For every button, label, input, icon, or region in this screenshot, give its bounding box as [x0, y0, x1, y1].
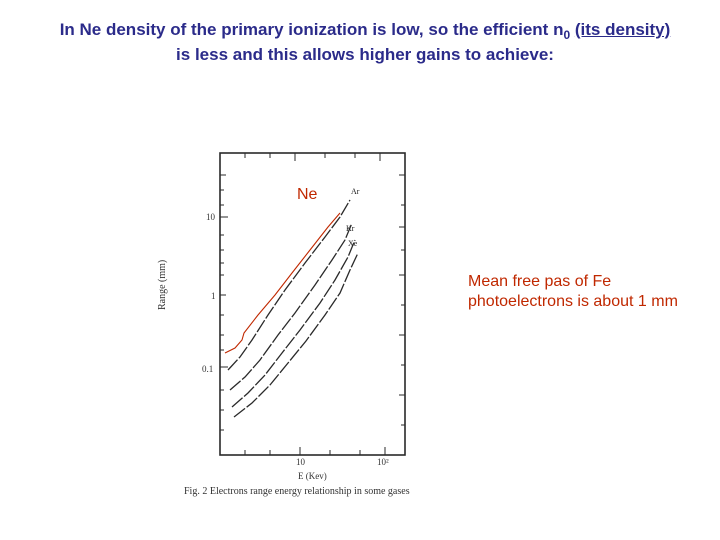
plot-frame: [219, 152, 406, 456]
range-energy-figure: Range (mm) 10 1 0.1 10 10² Ar Kr Xe E (K…: [157, 145, 450, 505]
title-underlined: (its density): [574, 20, 671, 39]
curve-4: [233, 252, 359, 418]
gas-label-ar: Ar: [351, 187, 360, 196]
title-line-1: In Ne density of the primary ionization …: [20, 18, 710, 43]
curve-ne: [224, 212, 341, 354]
y-tick-10: 10: [206, 212, 215, 222]
top-ticks: [244, 153, 381, 161]
y-axis-label: Range (mm): [157, 259, 168, 310]
gas-label-xe: Xe: [348, 239, 358, 248]
gas-label-kr: Kr: [346, 224, 355, 233]
title-line-2: is less and this allows higher gains to …: [176, 45, 554, 64]
x-tick-10: 10: [296, 457, 305, 467]
left-ticks: [220, 174, 228, 431]
subscript-zero: 0: [563, 28, 571, 42]
slide-title: In Ne density of the primary ionization …: [20, 18, 710, 66]
y-tick-0-1: 0.1: [202, 364, 214, 374]
mean-free-path-note: Mean free pas of Fe photoelectrons is ab…: [468, 273, 678, 310]
x-tick-100: 10²: [377, 457, 389, 467]
curve-ar: [227, 199, 351, 371]
y-tick-1: 1: [211, 291, 216, 301]
range-energy-plot: [219, 152, 406, 456]
curve-xe: [231, 239, 356, 408]
right-ticks: [399, 174, 405, 426]
curve-kr: [229, 222, 353, 391]
ne-annotation: Ne: [297, 186, 318, 203]
x-axis-label: E (Kev): [298, 471, 327, 481]
bottom-ticks: [244, 447, 386, 455]
title-text: In Ne density of the primary ionization …: [59, 20, 564, 39]
figure-caption: Fig. 2 Electrons range energy relationsh…: [184, 486, 410, 497]
